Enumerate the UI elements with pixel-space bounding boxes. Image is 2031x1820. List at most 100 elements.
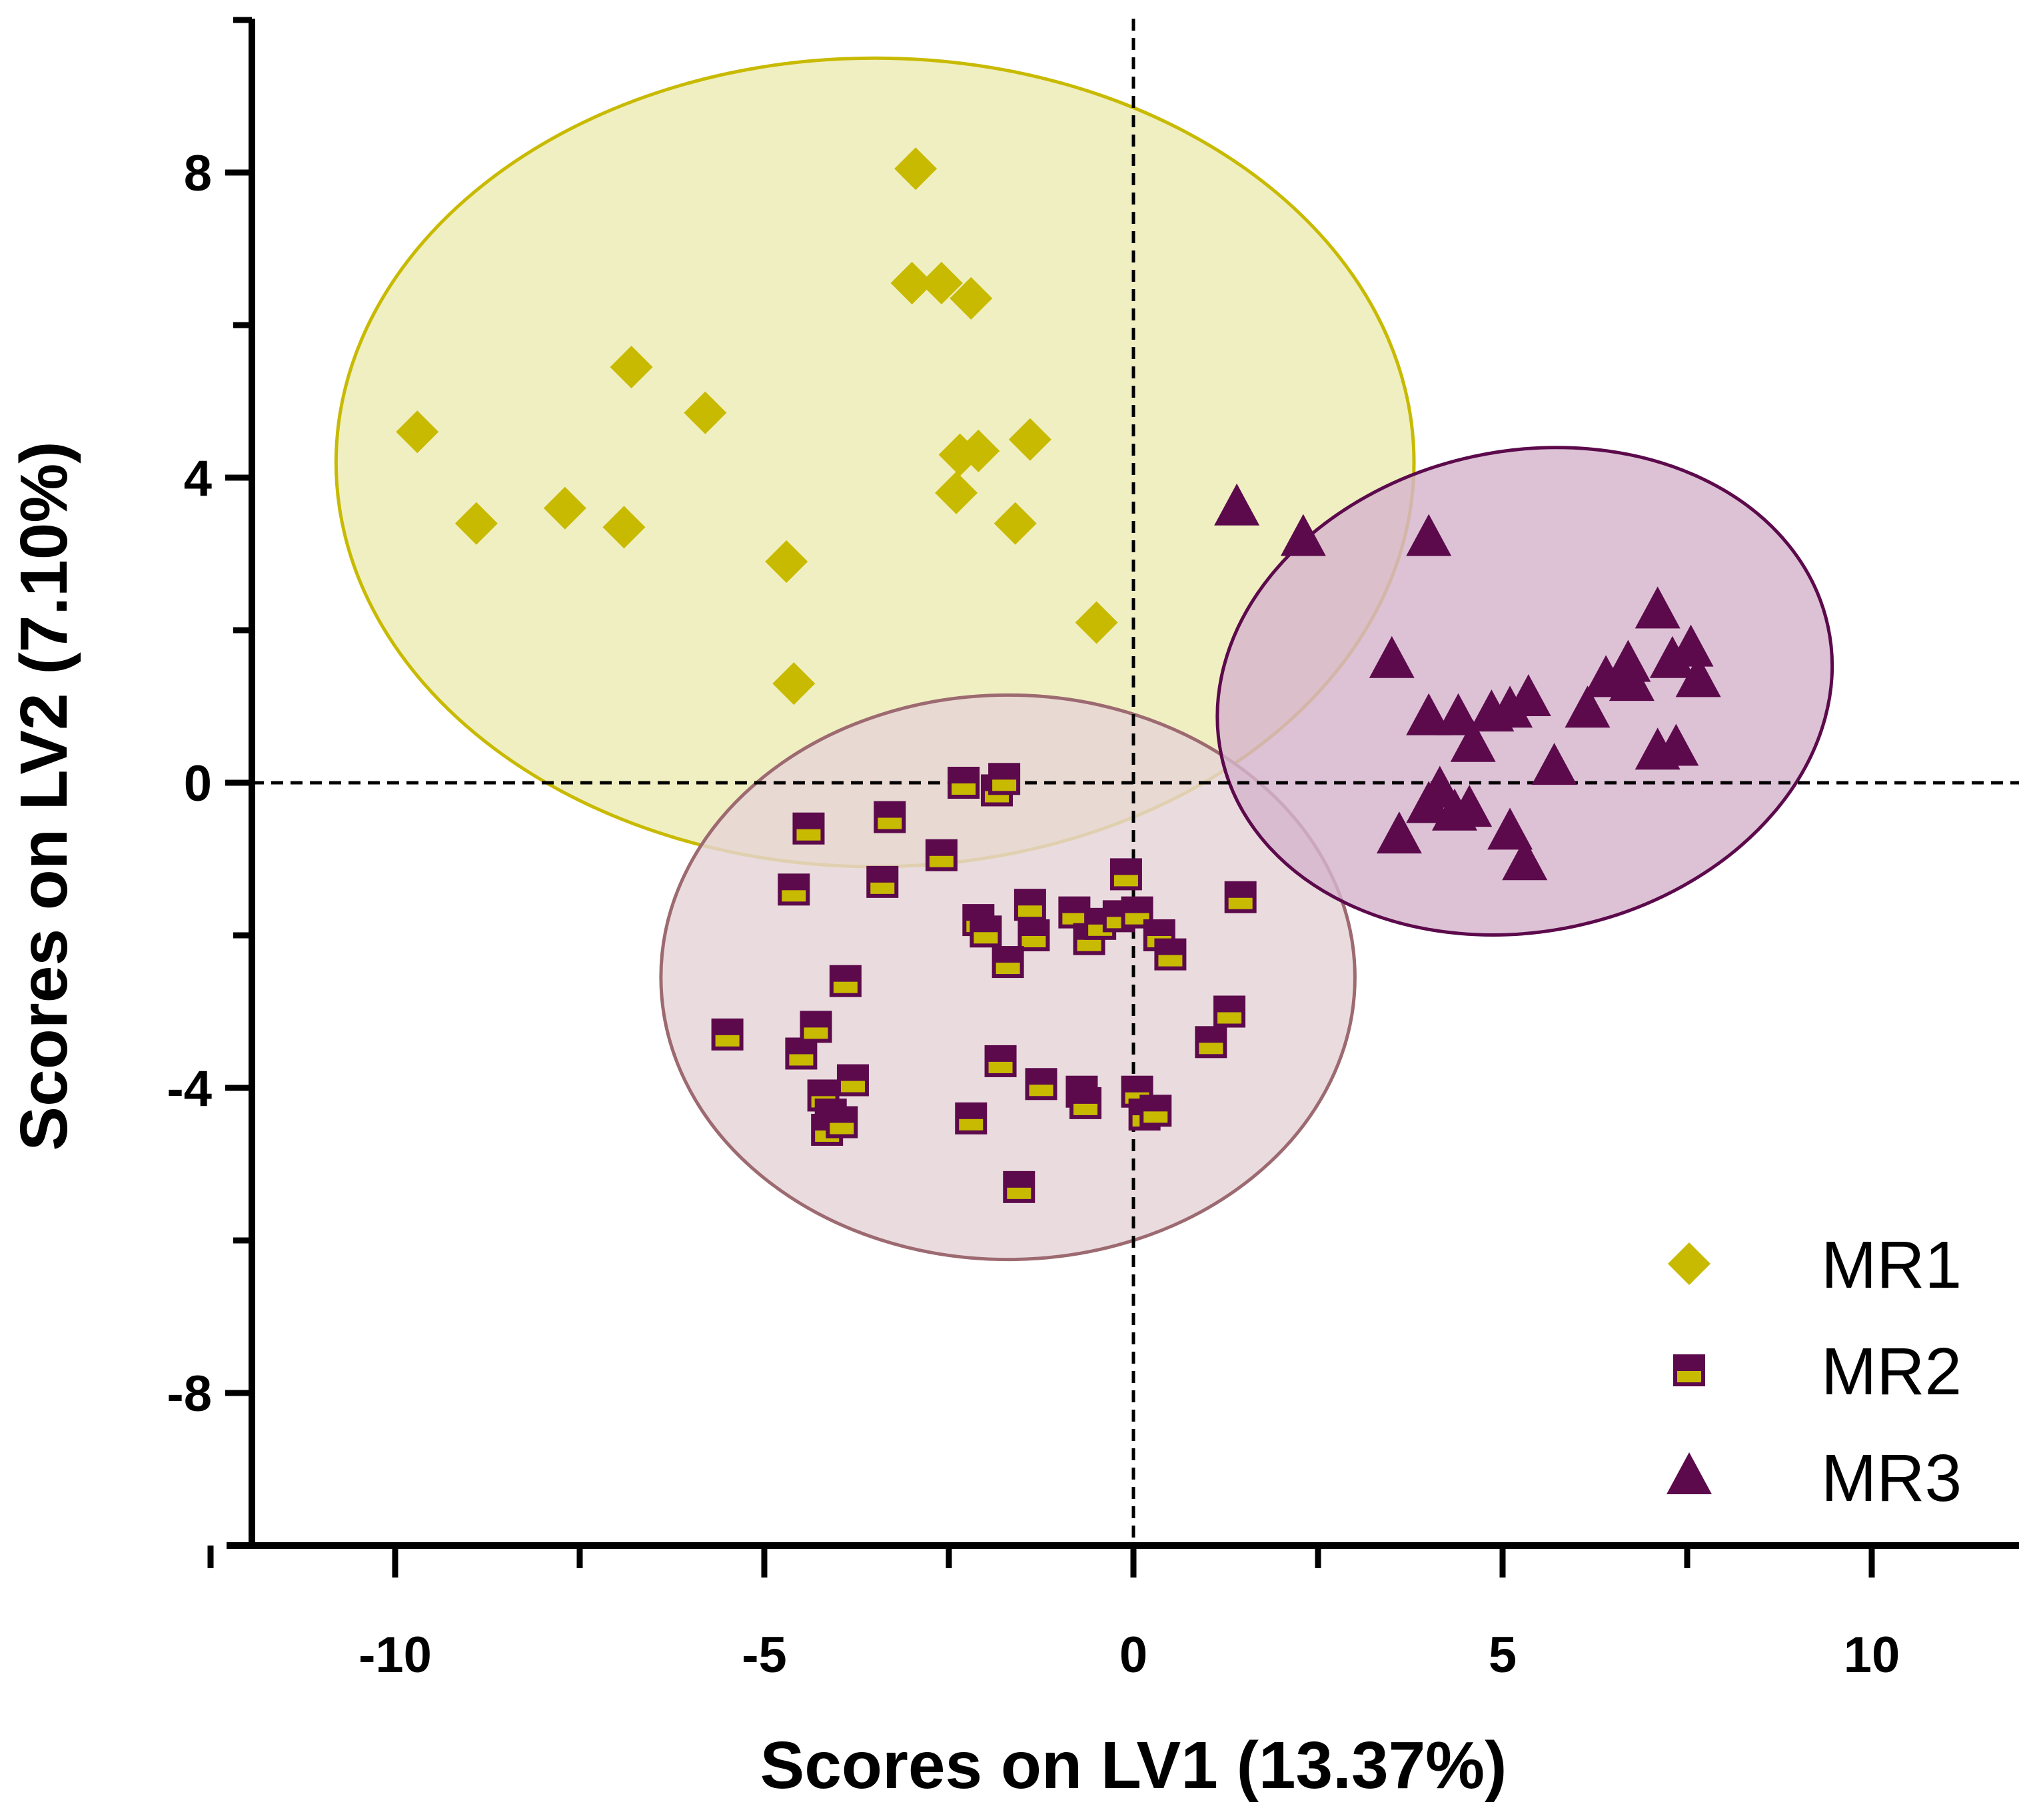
mr2-point-7 — [1109, 858, 1142, 891]
legend-item-mr2: MR2 — [1673, 1334, 1962, 1409]
mr2-point-21-fill — [1158, 955, 1183, 967]
series-mr2 — [711, 763, 1257, 1203]
mr1-point-17 — [994, 502, 1037, 545]
mr3-point-10 — [1505, 674, 1551, 717]
legend: MR1 MR2 MR3 — [1667, 1228, 1962, 1516]
mr2-point-24-fill — [715, 1035, 740, 1047]
mr3-point-19 — [1675, 655, 1721, 697]
mr3-point-14 — [1605, 640, 1651, 682]
mr2-point-27-fill — [840, 1081, 865, 1093]
mr2-point-13-fill — [1017, 905, 1042, 917]
mr2-point-22 — [992, 946, 1024, 979]
mr2-point-40-fill — [1199, 1043, 1223, 1055]
reference-lines — [252, 19, 2019, 1546]
mr1-point-5 — [610, 345, 653, 388]
mr2-point-14 — [1017, 919, 1050, 951]
mr2-point-14-fill — [1021, 936, 1046, 947]
mr3-point-17 — [1649, 636, 1695, 678]
mr2-point-4 — [948, 767, 980, 799]
mr2-point-16-fill — [1077, 939, 1101, 951]
mr2-point-25 — [785, 1037, 818, 1070]
data-points — [396, 147, 1721, 1203]
y-tick-label: -8 — [167, 1366, 212, 1422]
legend-marker-mr2 — [1673, 1354, 1705, 1386]
mr1-point-4 — [602, 506, 646, 549]
mr1-point-16 — [1008, 418, 1051, 461]
mr2-point-9 — [866, 865, 899, 898]
mr2-point-42 — [1003, 1170, 1035, 1203]
mr2-point-41 — [1213, 995, 1246, 1028]
mr1-point-12 — [950, 276, 993, 320]
y-tick-label: 0 — [184, 755, 212, 812]
mr2-point-13 — [1014, 889, 1046, 921]
mr1-point-6 — [684, 391, 727, 434]
mr3-point-1 — [1214, 483, 1260, 526]
mr3-point-3 — [1406, 514, 1452, 556]
mr2-point-12 — [970, 915, 1002, 948]
mr3-point-18 — [1668, 624, 1714, 667]
legend-label-mr3: MR3 — [1821, 1441, 1962, 1516]
y-tick-label: 8 — [184, 145, 212, 202]
y-tick-label: -4 — [167, 1061, 212, 1117]
mr2-point-4-fill — [952, 783, 976, 795]
mr2-point-32-fill — [988, 1061, 1013, 1073]
mr2-point-15-fill — [1062, 913, 1087, 925]
mr3-point-4 — [1369, 636, 1415, 678]
mr3-point-26 — [1447, 785, 1493, 827]
mr1-point-15 — [935, 471, 978, 514]
mr2-point-38 — [1139, 1095, 1172, 1127]
mr2-point-2 — [874, 801, 906, 833]
x-tick-label: -10 — [358, 1627, 432, 1683]
mr2-point-27 — [836, 1064, 869, 1097]
x-tick-label: 10 — [1844, 1627, 1900, 1683]
mr1-point-2 — [454, 502, 498, 545]
mr2-point-8-fill — [782, 890, 806, 902]
mr2-point-33 — [1025, 1068, 1057, 1101]
mr2-point-41-fill — [1217, 1012, 1242, 1024]
mr2-point-2-fill — [878, 817, 902, 829]
mr2-point-35-fill — [1073, 1103, 1097, 1115]
y-tick-label: 4 — [184, 450, 212, 507]
mr2-point-26-fill — [804, 1027, 828, 1039]
mr1-point-10 — [890, 262, 934, 305]
mr1-point-3 — [543, 486, 586, 530]
axes — [207, 17, 2019, 1578]
mr1-point-1 — [396, 410, 439, 454]
mr1-point-14 — [957, 429, 1000, 472]
y-axis-title: Scores on LV2 (7.10%) — [7, 441, 81, 1150]
mr2-point-3-fill — [929, 855, 954, 867]
mr2-point-19 — [1121, 896, 1153, 929]
mr2-point-6 — [988, 763, 1021, 795]
mr1-point-11 — [920, 262, 963, 305]
legend-item-mr3: MR3 — [1667, 1441, 1962, 1516]
mr2-point-12-fill — [974, 932, 998, 944]
legend-label-mr2: MR2 — [1821, 1334, 1962, 1409]
series-mr1 — [396, 147, 1118, 705]
mr1-point-18 — [1075, 601, 1118, 644]
legend-item-mr1: MR1 — [1668, 1228, 1962, 1302]
mr2-point-26 — [800, 1011, 832, 1043]
legend-marker-mr3 — [1667, 1452, 1712, 1494]
mr2-point-40 — [1195, 1026, 1227, 1059]
mr2-point-19-fill — [1125, 913, 1149, 925]
mr2-point-31-fill — [830, 1123, 854, 1135]
mr1-point-7 — [765, 540, 808, 583]
mr2-point-39 — [955, 1102, 988, 1135]
mr2-point-1 — [792, 812, 825, 845]
mr1-point-8 — [772, 662, 816, 705]
x-axis-title: Scores on LV1 (13.37%) — [760, 1728, 1507, 1803]
legend-marker-mr1 — [1668, 1242, 1710, 1285]
mr2-point-23 — [829, 965, 862, 997]
mr2-point-23-fill — [833, 981, 858, 993]
x-tick-label: 5 — [1489, 1627, 1517, 1683]
mr2-point-9-fill — [870, 882, 895, 894]
mr2-point-38-fill — [1143, 1111, 1168, 1123]
mr3-point-5 — [1406, 693, 1452, 735]
tick-labels: -10 -5 0 5 10 8 4 0 -4 -8 — [167, 145, 1900, 1683]
mr3-point-2 — [1280, 514, 1326, 556]
mr2-point-6-fill — [992, 779, 1017, 791]
mr3-point-9 — [1487, 685, 1533, 728]
mr1-point-9 — [894, 147, 938, 191]
mr2-point-25-fill — [789, 1054, 814, 1066]
